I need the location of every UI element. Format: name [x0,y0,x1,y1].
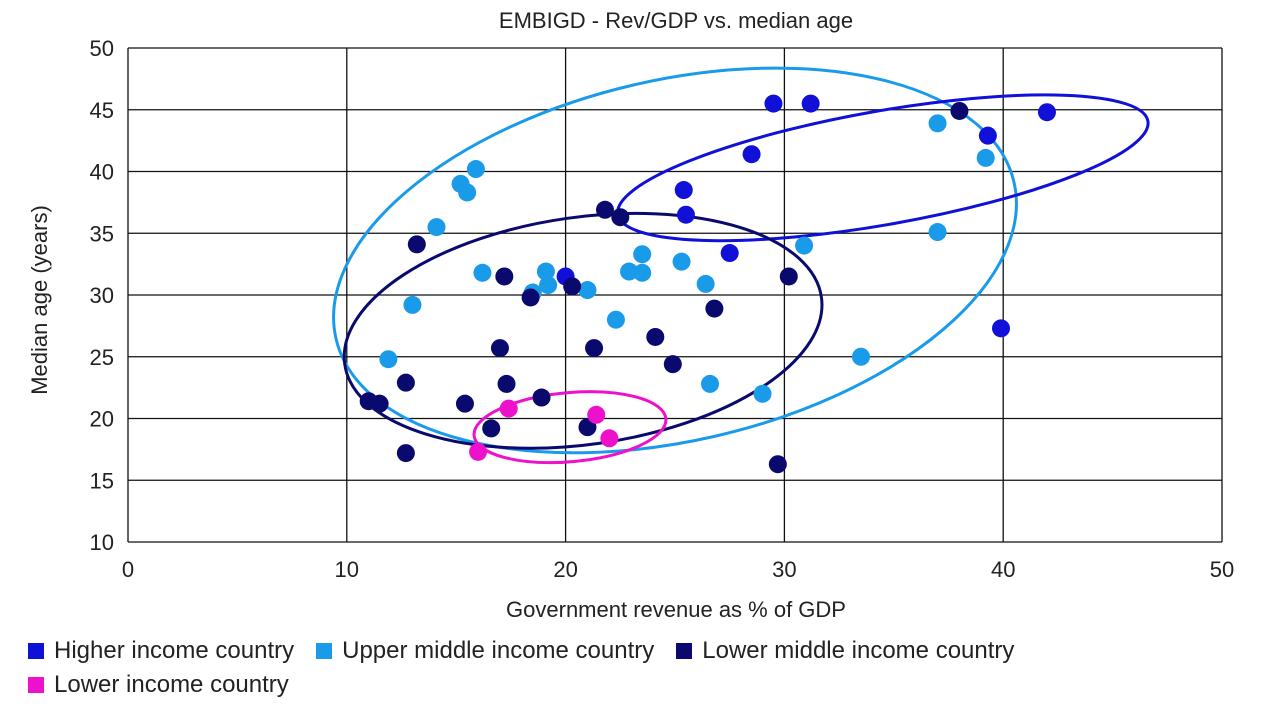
x-tick-label: 30 [772,557,796,582]
y-tick-label: 40 [90,160,114,185]
data-point [497,374,516,393]
legend-item-lower-middle-income: Lower middle income country [676,637,1014,665]
data-point [976,148,995,167]
data-point [646,327,665,346]
data-point [928,223,947,242]
data-point [742,145,761,164]
y-tick-label: 15 [90,468,114,493]
data-point [801,94,820,113]
cluster-ellipse [332,66,1018,455]
data-point [482,419,501,438]
data-point [427,218,446,237]
data-point [676,205,695,224]
legend-label: Higher income country [54,637,295,664]
data-point [633,263,652,282]
data-point [992,319,1011,338]
data-point [696,274,715,293]
data-point [536,262,555,281]
data-point [779,267,798,286]
data-point [851,347,870,366]
data-point [768,455,787,474]
data-point [928,114,947,133]
data-point [466,160,485,179]
data-point [521,288,540,307]
data-point [396,444,415,463]
y-tick-label: 10 [90,530,114,555]
data-point [595,200,614,219]
data-point [620,262,639,281]
data-point [469,442,488,461]
legend-item-higher-income: Higher income country [28,637,294,665]
data-point [539,276,558,295]
legend-row: Higher income country Upper middle incom… [28,634,1268,668]
data-point [473,263,492,282]
data-point [578,281,597,300]
cluster-ellipse [616,93,1150,243]
data-point [753,384,772,403]
data-point [532,388,551,407]
scatter-chart: EMBIGD - Rev/GDP vs. median age 0 10 20 30 4… [27,8,1234,622]
legend-swatch [676,643,693,659]
data-point [1037,103,1056,122]
cluster-ellipse [342,211,824,450]
legend-label: Lower income country [54,671,289,698]
legend-swatch [28,677,44,693]
y-tick-label: 45 [90,98,114,123]
data-point [701,374,720,393]
x-tick-label: 10 [335,557,359,582]
data-point [978,126,997,145]
data-point [458,183,477,202]
data-point [585,339,604,358]
data-point [795,236,814,255]
data-point [611,208,630,227]
data-point [705,299,724,318]
legend-item-upper-middle-income: Upper middle income country [316,637,654,665]
y-tick-label: 20 [90,407,114,432]
x-tick-label: 40 [991,557,1015,582]
y-tick-label: 30 [90,283,114,308]
data-point [950,101,969,120]
y-axis-label: Median age (years) [27,205,52,395]
data-point [672,252,691,271]
data-point [563,277,582,296]
y-axis-ticks: 10 15 20 25 30 35 40 45 50 [90,36,114,555]
data-point [674,181,693,200]
x-axis-ticks: 0 10 20 30 40 50 [122,557,1234,582]
legend-swatch [28,643,44,659]
data-point [407,235,426,254]
cluster-ellipse [472,390,668,465]
data-point [370,394,389,413]
x-tick-label: 50 [1210,557,1234,582]
chart-title: EMBIGD - Rev/GDP vs. median age [499,8,853,33]
data-point [396,373,415,392]
data-point [720,244,739,263]
data-point [403,295,422,314]
data-point [490,339,509,358]
data-points [359,94,1056,474]
data-point [600,429,619,448]
data-point [455,394,474,413]
x-tick-label: 20 [553,557,577,582]
legend: Higher income country Upper middle incom… [28,634,1268,702]
x-tick-label: 0 [122,557,134,582]
legend-row: Lower income country [28,668,1268,702]
y-tick-label: 35 [90,221,114,246]
legend-label: Lower middle income country [702,637,1015,664]
data-point [663,355,682,374]
legend-label: Upper middle income country [342,637,655,664]
data-point [606,310,625,329]
data-point [764,94,783,113]
legend-item-lower-income: Lower income country [28,671,289,699]
legend-swatch [316,643,333,659]
x-axis-label: Government revenue as % of GDP [506,597,846,622]
data-point [587,405,606,424]
data-point [379,350,398,369]
grid [127,47,1223,543]
data-point [633,245,652,264]
data-point [499,399,518,418]
data-point [495,267,514,286]
y-tick-label: 25 [90,345,114,370]
y-tick-label: 50 [90,36,114,61]
